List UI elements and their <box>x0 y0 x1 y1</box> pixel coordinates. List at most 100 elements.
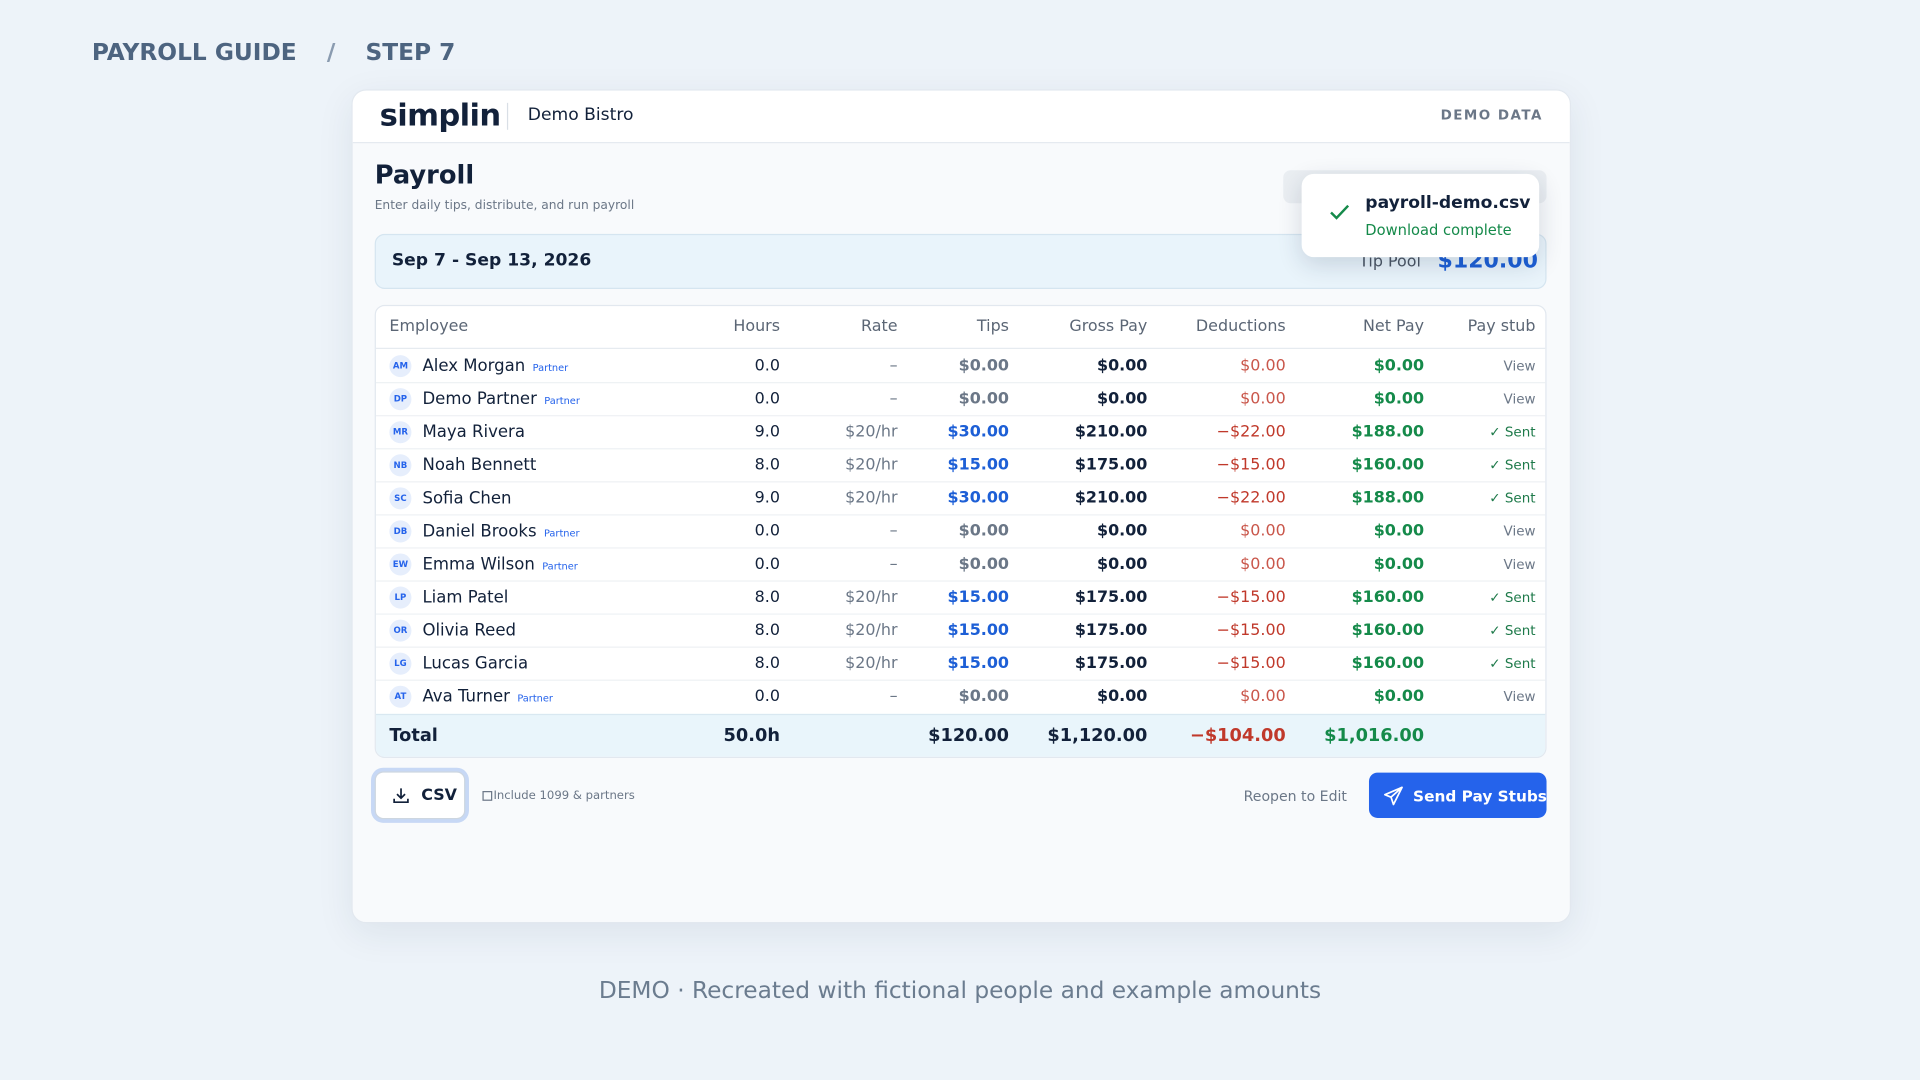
pay-stub-link[interactable]: View <box>1503 523 1536 540</box>
avatar: NB <box>389 454 412 477</box>
rate-cell: $20/hr <box>845 588 898 607</box>
logo[interactable]: simplin <box>379 97 502 133</box>
breadcrumb-separator: / <box>326 39 336 67</box>
demo-badge: DEMO DATA <box>1440 107 1543 124</box>
send-label: Send Pay Stubs <box>1413 786 1547 806</box>
header-border <box>375 347 1546 349</box>
hours-cell: 0.0 <box>754 555 781 574</box>
partner-tag: Partner <box>517 693 553 705</box>
rate-cell: – <box>889 522 898 541</box>
column-header: Net Pay <box>1363 317 1425 337</box>
deductions-cell: $0.00 <box>1240 555 1286 574</box>
tips-cell: $0.00 <box>958 687 1009 706</box>
pay-stub-link[interactable]: View <box>1503 688 1536 705</box>
rate-cell: – <box>889 356 898 376</box>
column-header: Deductions <box>1195 317 1286 337</box>
rate-cell: – <box>889 687 898 706</box>
checkbox-label[interactable]: Include 1099 & partners <box>493 789 635 803</box>
column-header: Tips <box>976 317 1009 337</box>
tips-cell: $15.00 <box>947 654 1009 673</box>
deductions-cell: −$15.00 <box>1216 456 1286 475</box>
tips-cell: $30.00 <box>947 423 1009 442</box>
tips-cell: $0.00 <box>958 356 1009 376</box>
hours-cell: 8.0 <box>754 456 781 475</box>
row-border <box>375 514 1546 516</box>
avatar: AT <box>389 685 412 708</box>
row-border <box>375 646 1546 648</box>
toast: payroll-demo.csv Download complete <box>1301 173 1540 258</box>
pay-stub-link[interactable]: View <box>1503 358 1536 375</box>
column-header: Gross Pay <box>1069 317 1148 337</box>
net-cell: $160.00 <box>1351 654 1425 673</box>
net-cell: $0.00 <box>1373 555 1425 574</box>
column-header: Rate <box>861 317 898 337</box>
employee-name: Demo Partner Partner <box>422 389 580 409</box>
deductions-cell: −$22.00 <box>1216 423 1286 442</box>
avatar: AM <box>389 355 412 378</box>
pay-stub-link[interactable]: ✓ Sent <box>1489 589 1536 606</box>
gross-cell: $175.00 <box>1074 588 1148 607</box>
hours-cell: 0.0 <box>754 356 781 376</box>
csv-button[interactable]: CSV <box>374 771 466 820</box>
net-cell: $0.00 <box>1373 390 1425 409</box>
pay-stub-link[interactable]: ✓ Sent <box>1489 490 1536 507</box>
total-tips: $120.00 <box>928 725 1009 746</box>
employee-name: Olivia Reed <box>422 620 516 641</box>
period-range: Sep 7 - Sep 13, 2026 <box>391 251 592 271</box>
toast-status: Download complete <box>1365 221 1512 239</box>
total-row <box>375 713 1546 757</box>
caption: DEMO · Recreated with fictional people a… <box>598 977 1322 1005</box>
deductions-cell: −$15.00 <box>1216 588 1286 607</box>
pay-stub-link[interactable]: View <box>1503 391 1536 408</box>
total-gross: $1,120.00 <box>1047 725 1148 746</box>
avatar: MR <box>389 421 412 444</box>
employee-name: Sofia Chen <box>422 488 512 509</box>
hours-cell: 0.0 <box>754 522 781 541</box>
page-subtitle: Enter daily tips, distribute, and run pa… <box>374 198 635 213</box>
row-border <box>375 481 1546 483</box>
pay-stub-link[interactable]: View <box>1503 556 1536 573</box>
rate-cell: – <box>889 555 898 574</box>
net-cell: $0.00 <box>1373 687 1425 706</box>
org-name: Demo Bistro <box>527 105 634 125</box>
partner-tag: Partner <box>532 362 569 374</box>
row-border <box>375 448 1546 450</box>
employee-name: Alex Morgan Partner <box>422 356 569 376</box>
employee-name: Emma Wilson Partner <box>422 554 578 575</box>
employee-name: Daniel Brooks Partner <box>422 521 580 542</box>
breadcrumb-item[interactable]: PAYROLL GUIDE <box>91 39 297 67</box>
hours-cell: 8.0 <box>754 588 781 607</box>
rate-cell: $20/hr <box>845 654 898 673</box>
download-icon <box>393 788 409 804</box>
pay-stub-link[interactable]: ✓ Sent <box>1489 424 1536 441</box>
send-button[interactable]: Send Pay Stubs <box>1368 772 1547 818</box>
column-header: Employee <box>389 317 469 337</box>
top-bar <box>352 90 1570 144</box>
gross-cell: $210.00 <box>1074 489 1148 508</box>
csv-label: CSV <box>421 786 458 806</box>
avatar: EW <box>389 553 412 576</box>
row-border <box>375 679 1546 681</box>
check-icon <box>1330 204 1350 220</box>
checkbox[interactable] <box>482 791 493 801</box>
employee-name: Maya Rivera <box>422 422 525 443</box>
reopen-button[interactable]: Reopen to Edit <box>1243 787 1347 805</box>
divider <box>506 102 509 130</box>
breadcrumb-item: STEP 7 <box>365 39 456 67</box>
tip-pool-label: Tip Pool <box>1359 252 1421 272</box>
net-cell: $188.00 <box>1351 489 1425 508</box>
deductions-cell: $0.00 <box>1240 356 1286 376</box>
column-header: Hours <box>733 317 781 337</box>
row-border <box>375 415 1546 417</box>
row-border <box>375 613 1546 615</box>
avatar: SC <box>389 487 412 510</box>
rate-cell: $20/hr <box>845 621 898 640</box>
send-icon <box>1384 786 1403 806</box>
gross-cell: $210.00 <box>1074 423 1148 442</box>
pay-stub-link[interactable]: ✓ Sent <box>1489 655 1536 672</box>
pay-stub-link[interactable]: ✓ Sent <box>1489 622 1536 639</box>
hours-cell: 9.0 <box>754 423 781 442</box>
pay-stub-link[interactable]: ✓ Sent <box>1489 457 1536 474</box>
row-border <box>375 580 1546 582</box>
